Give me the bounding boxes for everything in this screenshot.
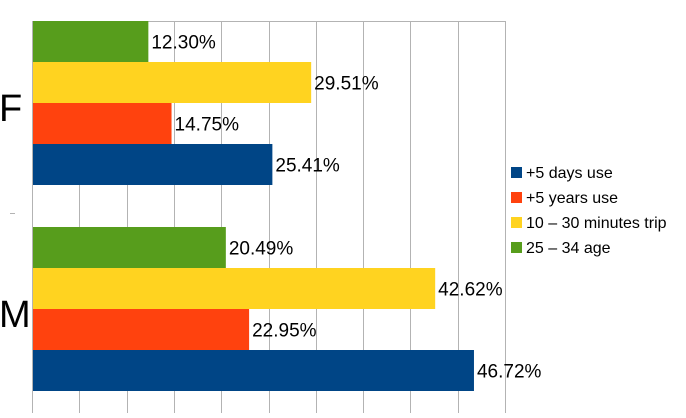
bar-f-5-years-use <box>32 103 172 144</box>
legend-label-25-34-age: 25 – 34 age <box>526 240 611 257</box>
legend-label-10-30-minutes-trip: 10 – 30 minutes trip <box>526 215 667 232</box>
category-label-m: M <box>0 294 31 336</box>
data-label-f-5-days-use: 25.41% <box>275 156 340 177</box>
bar-m-10-30-minutes-trip <box>32 268 436 309</box>
legend-swatch-5-days-use <box>511 167 522 178</box>
category-label-f: F <box>0 88 22 130</box>
legend: +5 days use +5 years use 10 – 30 minutes t… <box>511 165 667 257</box>
legend-label-5-years-use: +5 years use <box>526 190 618 207</box>
data-label-f-25-34-age: 12.30% <box>151 33 216 54</box>
data-label-m-5-years-use: 22.95% <box>252 321 317 342</box>
legend-label-5-days-use: +5 days use <box>526 165 613 182</box>
data-label-m-25-34-age: 20.49% <box>229 239 294 260</box>
data-label-m-10-30-minutes-trip: 42.62% <box>438 280 503 301</box>
data-label-f-5-years-use: 14.75% <box>175 115 240 136</box>
bar-m-5-days-use <box>32 350 474 391</box>
legend-swatch-5-years-use <box>511 192 522 203</box>
bars <box>32 21 474 391</box>
bar-m-25-34-age <box>32 227 226 268</box>
bar-f-10-30-minutes-trip <box>32 62 312 103</box>
bar-f-25-34-age <box>32 21 149 62</box>
legend-swatch-25-34-age <box>511 242 522 253</box>
legend-swatch-10-30-minutes-trip <box>511 217 522 228</box>
bar-f-5-days-use <box>32 144 273 185</box>
data-label-f-10-30-minutes-trip: 29.51% <box>314 74 379 95</box>
axes: FM <box>0 21 33 413</box>
data-labels: 12.30% 29.51% 14.75% 25.41% 20.49% 42.62% 22.9… <box>151 33 541 383</box>
data-label-m-5-days-use: 46.72% <box>477 362 542 383</box>
bar-m-5-years-use <box>32 309 250 350</box>
